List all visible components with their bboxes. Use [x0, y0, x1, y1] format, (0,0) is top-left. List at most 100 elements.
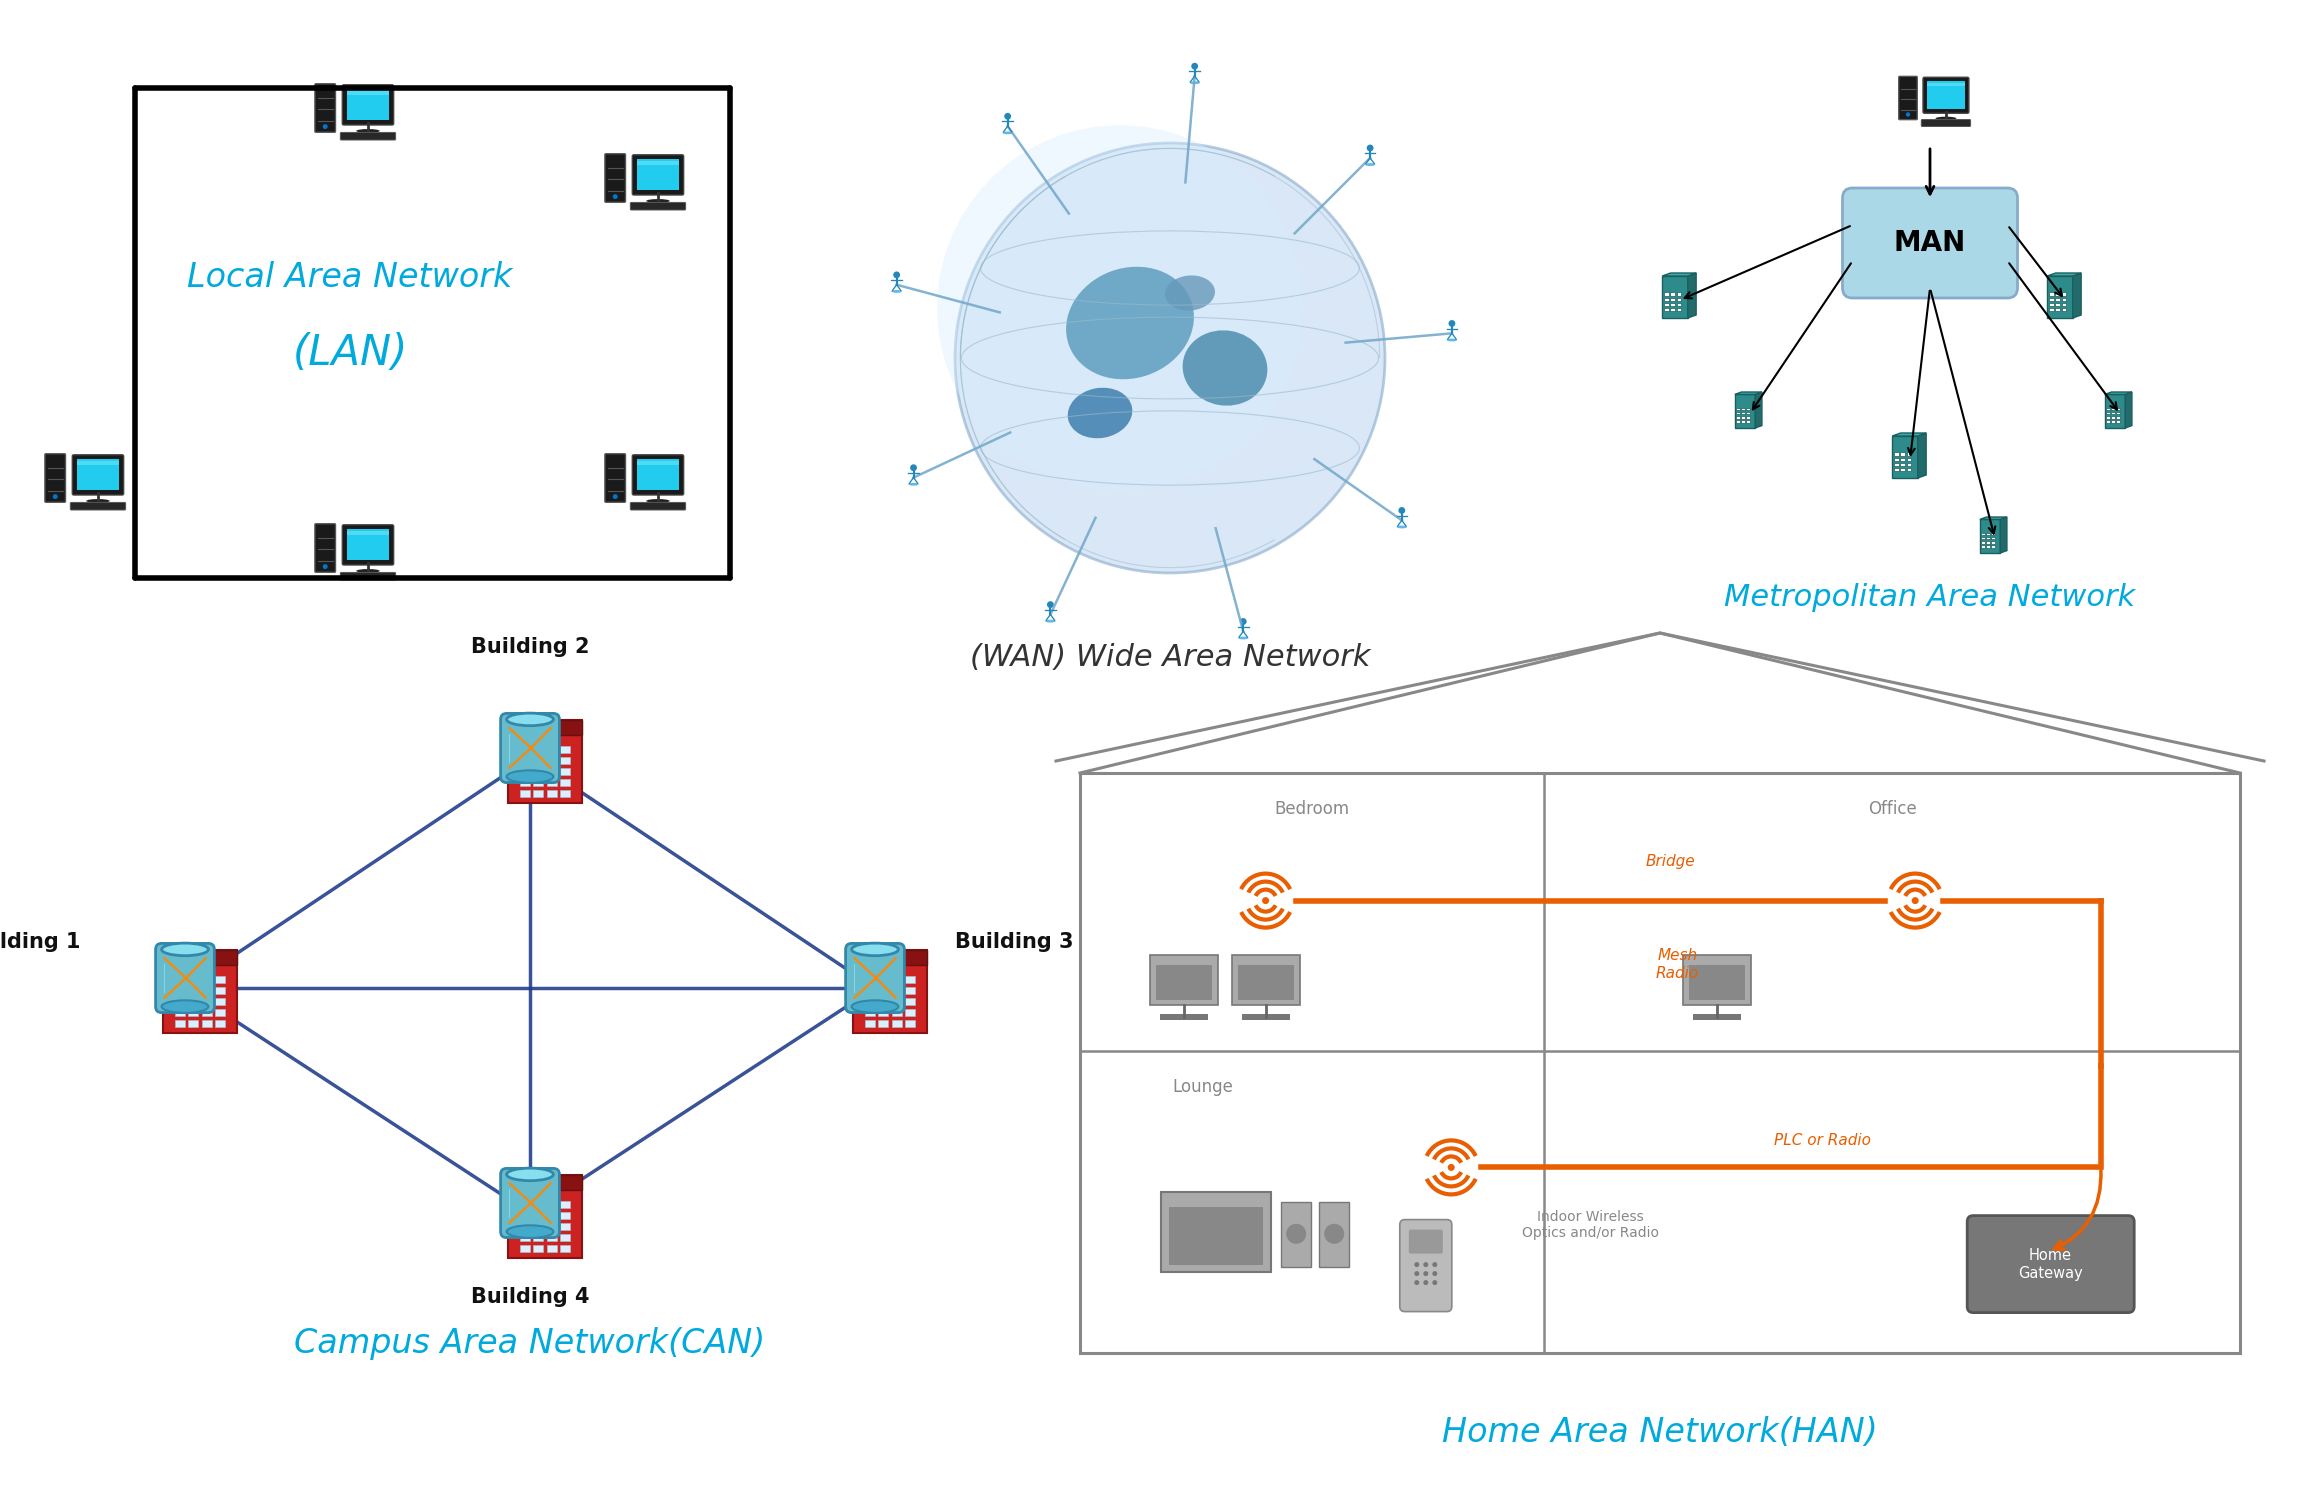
- Bar: [189, 976, 198, 983]
- Bar: [560, 780, 569, 787]
- Bar: [203, 1019, 212, 1027]
- Bar: [864, 988, 876, 994]
- Circle shape: [1433, 1262, 1438, 1267]
- Circle shape: [1415, 1262, 1419, 1267]
- Polygon shape: [1689, 273, 1696, 318]
- Bar: [1081, 774, 2239, 1353]
- Bar: [1742, 412, 1744, 415]
- Bar: [175, 988, 184, 994]
- Bar: [2048, 297, 2053, 302]
- Bar: [1742, 407, 1744, 410]
- Polygon shape: [2074, 273, 2081, 318]
- FancyBboxPatch shape: [341, 133, 396, 140]
- Bar: [521, 780, 530, 787]
- Bar: [532, 768, 544, 775]
- Bar: [2106, 395, 2124, 428]
- Bar: [2115, 412, 2120, 415]
- Bar: [214, 988, 226, 994]
- Bar: [1981, 541, 1986, 543]
- Bar: [1670, 303, 1675, 306]
- Ellipse shape: [1935, 116, 1956, 121]
- Bar: [532, 1223, 544, 1231]
- Bar: [1663, 308, 1668, 311]
- Circle shape: [1415, 1271, 1419, 1276]
- FancyBboxPatch shape: [500, 713, 560, 783]
- Ellipse shape: [1166, 276, 1214, 311]
- FancyBboxPatch shape: [631, 202, 687, 210]
- FancyBboxPatch shape: [71, 455, 124, 495]
- Bar: [2110, 421, 2115, 422]
- Bar: [164, 950, 237, 965]
- Bar: [905, 1009, 915, 1016]
- Bar: [521, 1246, 530, 1253]
- Bar: [546, 1246, 558, 1253]
- Bar: [864, 976, 876, 983]
- Text: PLC or Radio: PLC or Radio: [1774, 1134, 1871, 1149]
- Circle shape: [1447, 1164, 1454, 1170]
- Ellipse shape: [507, 713, 553, 725]
- Bar: [1737, 416, 1740, 419]
- Bar: [214, 976, 226, 983]
- Bar: [203, 998, 212, 1006]
- Bar: [864, 1009, 876, 1016]
- Bar: [2106, 407, 2110, 410]
- Text: Mesh
Radio: Mesh Radio: [1657, 949, 1698, 980]
- Bar: [2055, 308, 2060, 311]
- Bar: [636, 460, 680, 490]
- FancyBboxPatch shape: [1843, 188, 2018, 299]
- Bar: [2048, 303, 2053, 306]
- FancyBboxPatch shape: [316, 523, 336, 572]
- Bar: [348, 531, 389, 535]
- Circle shape: [1286, 1224, 1306, 1244]
- Bar: [546, 757, 558, 765]
- Bar: [203, 976, 212, 983]
- Circle shape: [1191, 63, 1198, 69]
- Bar: [214, 998, 226, 1006]
- Bar: [878, 988, 889, 994]
- Bar: [560, 768, 569, 775]
- Bar: [1991, 544, 1995, 547]
- Bar: [636, 461, 680, 464]
- Text: Building 2: Building 2: [470, 636, 590, 657]
- Bar: [2106, 421, 2110, 422]
- Text: Campus Area Network(CAN): Campus Area Network(CAN): [295, 1327, 765, 1360]
- FancyBboxPatch shape: [1924, 77, 1970, 113]
- Ellipse shape: [1447, 339, 1456, 341]
- Polygon shape: [1756, 392, 1763, 428]
- FancyBboxPatch shape: [631, 502, 687, 510]
- Bar: [636, 161, 680, 164]
- Bar: [189, 998, 198, 1006]
- Bar: [546, 1234, 558, 1241]
- Bar: [1981, 537, 1986, 540]
- Bar: [2055, 297, 2060, 302]
- Bar: [521, 757, 530, 765]
- FancyBboxPatch shape: [157, 944, 214, 1012]
- Bar: [864, 1019, 876, 1027]
- Bar: [560, 1246, 569, 1253]
- FancyBboxPatch shape: [343, 525, 394, 566]
- Bar: [1979, 519, 2000, 553]
- Circle shape: [1325, 1224, 1343, 1244]
- Bar: [214, 1009, 226, 1016]
- Bar: [1677, 303, 1682, 306]
- Text: (WAN) Wide Area Network: (WAN) Wide Area Network: [970, 644, 1371, 673]
- Ellipse shape: [852, 942, 899, 956]
- Polygon shape: [1892, 433, 1926, 436]
- Ellipse shape: [1067, 388, 1131, 439]
- Bar: [2110, 412, 2115, 415]
- Text: Local Area Network: Local Area Network: [187, 261, 514, 294]
- Circle shape: [894, 271, 901, 279]
- Circle shape: [1424, 1280, 1428, 1285]
- Ellipse shape: [357, 130, 380, 133]
- Bar: [2115, 407, 2120, 410]
- Bar: [546, 1223, 558, 1231]
- Bar: [1986, 541, 1991, 543]
- Bar: [1737, 421, 1740, 422]
- Bar: [1670, 293, 1675, 296]
- FancyBboxPatch shape: [631, 455, 684, 495]
- Bar: [1926, 81, 1965, 109]
- Bar: [214, 1019, 226, 1027]
- Text: Office: Office: [1869, 799, 1917, 817]
- Bar: [892, 1009, 901, 1016]
- Circle shape: [323, 564, 327, 569]
